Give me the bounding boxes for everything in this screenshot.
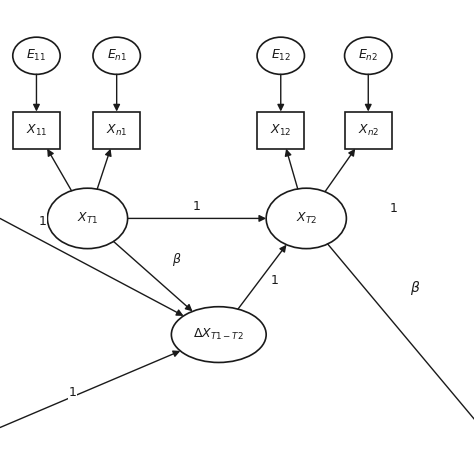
Text: $X_{T2}$: $X_{T2}$ (296, 211, 317, 226)
Text: $X_{n1}$: $X_{n1}$ (106, 123, 128, 137)
Text: $\beta$: $\beta$ (410, 279, 421, 297)
Text: 1: 1 (271, 273, 278, 287)
Text: $X_{T1}$: $X_{T1}$ (77, 211, 98, 226)
Text: $E_{11}$: $E_{11}$ (27, 48, 46, 64)
Text: $E_{n1}$: $E_{n1}$ (107, 48, 127, 64)
Text: 1: 1 (68, 386, 76, 400)
Text: $\beta$: $\beta$ (172, 251, 181, 268)
Text: $E_{12}$: $E_{12}$ (271, 48, 291, 64)
Text: $\Delta X_{T1-T2}$: $\Delta X_{T1-T2}$ (193, 327, 244, 342)
Text: 1: 1 (390, 202, 398, 215)
Text: 1: 1 (38, 215, 46, 228)
Text: $X_{11}$: $X_{11}$ (26, 123, 47, 137)
Text: $X_{12}$: $X_{12}$ (270, 123, 292, 137)
Text: $E_{n2}$: $E_{n2}$ (358, 48, 378, 64)
Text: $X_{n2}$: $X_{n2}$ (358, 123, 379, 137)
Text: 1: 1 (193, 201, 201, 213)
